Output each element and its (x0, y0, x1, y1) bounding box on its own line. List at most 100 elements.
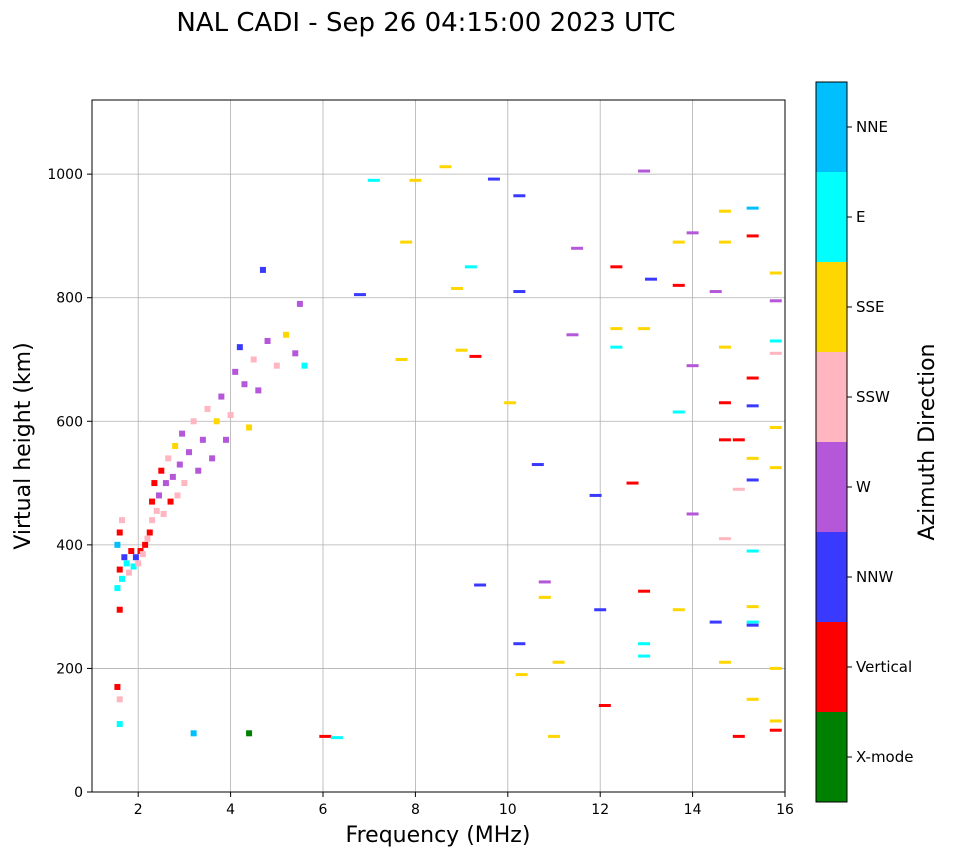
echo-segment (598, 704, 611, 707)
trace-point (179, 430, 186, 437)
colorbar-segment (816, 622, 847, 712)
echo-segment (566, 333, 579, 337)
colorbar-segment (816, 712, 847, 802)
echo-segment (638, 589, 651, 593)
trace-point (301, 362, 308, 369)
trace-point (119, 575, 126, 582)
echo-segment (455, 348, 468, 352)
trace-point (264, 337, 271, 344)
echo-segment (718, 660, 731, 664)
x-tick-label: 8 (411, 802, 420, 818)
echo-segment (718, 345, 731, 349)
colorbar-tick-label: SSW (856, 388, 890, 406)
trace-point (172, 443, 179, 449)
echo-segment (594, 608, 607, 612)
echo-segment (504, 401, 517, 405)
x-axis-ticks: 2 4 6 8 10 12 14 16 (134, 792, 794, 818)
echo-segment (709, 620, 722, 624)
echo-segment (439, 165, 452, 169)
trace-point (139, 551, 146, 558)
x-tick-label: 14 (684, 802, 702, 818)
trace-point (151, 480, 158, 487)
echo-segment (474, 583, 487, 587)
colorbar-tick-label: Vertical (856, 658, 912, 676)
x-tick-label: 12 (591, 802, 609, 818)
echo-segment (769, 466, 782, 470)
trace-point (116, 721, 123, 728)
trace-point (116, 529, 123, 536)
echo-segment (746, 549, 759, 553)
colorbar-frame (815, 81, 848, 803)
echo-segment (330, 736, 343, 740)
echo-segment (732, 438, 745, 442)
echo-segment (487, 177, 500, 181)
trace-point (222, 436, 229, 443)
trace-point (137, 548, 144, 555)
echo-segment (746, 456, 759, 460)
echo-segment (672, 240, 685, 244)
echo-segment (769, 666, 782, 670)
colorbar-tick-label: W (856, 478, 871, 496)
trace-point (121, 554, 128, 561)
echo-segment (395, 358, 408, 361)
colorbar-segment (816, 82, 847, 172)
trace-point (190, 730, 197, 737)
trace-point (292, 350, 299, 357)
trace-point (132, 554, 139, 561)
trace-point (116, 606, 123, 613)
colorbar-tick-label: X-mode (856, 748, 913, 766)
trace-point (130, 563, 137, 570)
trace-point (167, 498, 174, 505)
plot-frame (91, 99, 786, 793)
echo-segment (718, 401, 731, 405)
colorbar-tick-label: SSE (856, 298, 885, 316)
trace-point (142, 541, 149, 548)
trace-point (123, 560, 130, 567)
colorbar-segment (816, 532, 847, 622)
echo-segment (538, 580, 551, 584)
trace-point (186, 449, 193, 456)
echo-segment (409, 178, 422, 182)
echo-segment (589, 493, 602, 497)
echo-segment (638, 654, 651, 658)
y-tick-label: 1000 (47, 167, 83, 183)
echo-segment (746, 620, 759, 624)
echo-segment (319, 734, 332, 738)
colorbar-tick-label: NNE (856, 118, 888, 136)
trace-point (128, 548, 135, 555)
trace-point (213, 418, 220, 425)
chart-title: NAL CADI - Sep 26 04:15:00 2023 UTC (176, 8, 675, 38)
echo-segment (718, 537, 731, 541)
echo-segment (718, 438, 731, 442)
echo-segment (769, 351, 782, 355)
trace-point (114, 585, 121, 592)
trace-point (204, 405, 211, 412)
trace-point (119, 517, 126, 524)
echo-segment (746, 404, 759, 408)
trace-point (116, 696, 123, 703)
echo-segment (638, 169, 651, 173)
echo-segment (638, 642, 651, 646)
echo-segment (709, 290, 722, 294)
trace-point (255, 387, 262, 394)
echo-segment (746, 605, 759, 609)
echo-segment (672, 608, 685, 612)
trace-point (246, 730, 253, 737)
trace-point (114, 683, 121, 690)
echo-segment (746, 234, 759, 238)
y-tick-label: 600 (56, 414, 83, 430)
echo-segment (718, 209, 731, 213)
echo-segment (548, 734, 560, 738)
y-tick-label: 800 (56, 291, 83, 307)
echo-segment (353, 293, 366, 297)
echo-segment (552, 660, 565, 664)
echo-segment (610, 327, 623, 331)
trace-point (155, 492, 162, 499)
echo-segment (531, 463, 544, 467)
echo-segment (464, 265, 477, 269)
echo-segment (718, 240, 731, 244)
x-tick-label: 4 (226, 802, 235, 818)
x-tick-label: 6 (319, 802, 328, 818)
trace-point (144, 535, 151, 542)
trace-point (114, 541, 121, 548)
